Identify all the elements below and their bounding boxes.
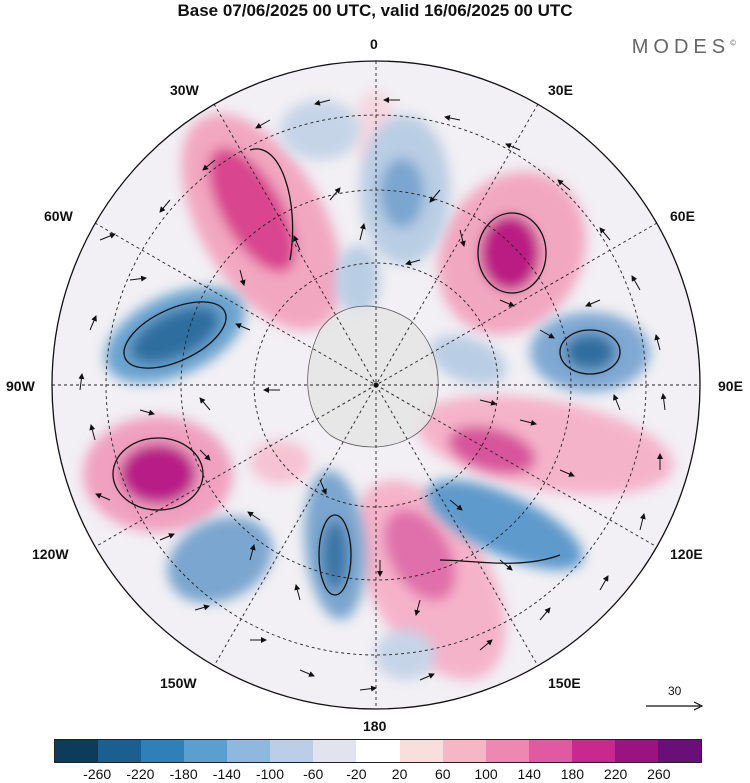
- colorbar-segment: [184, 740, 228, 762]
- lon-label-60e: 60E: [670, 208, 695, 224]
- lon-label-150w: 150W: [160, 675, 197, 691]
- colorbar-segment: [485, 740, 529, 762]
- colorbar-tick-label: 260: [647, 766, 671, 782]
- colorbar-tick-label: -260: [83, 766, 112, 782]
- colorbar-segment: [528, 740, 572, 762]
- anomaly-field: [52, 61, 700, 709]
- reference-arrow-icon: [646, 701, 704, 711]
- lon-label-30w: 30W: [170, 82, 199, 98]
- lon-label-0: 0: [370, 36, 378, 52]
- colorbar-tick-label: 140: [517, 766, 541, 782]
- colorbar-tick-label: -220: [126, 766, 155, 782]
- colorbar-tick-label: 20: [391, 766, 408, 782]
- colorbar-segment: [571, 740, 615, 762]
- lon-label-150e: 150E: [548, 675, 581, 691]
- colorbar-segment: [227, 740, 271, 762]
- colorbar-segment: [141, 740, 185, 762]
- colorbar-segment: [356, 740, 400, 762]
- south-pole-dot: [373, 382, 379, 388]
- colorbar-segment: [657, 740, 701, 762]
- lon-label-90e: 90E: [718, 378, 743, 394]
- lon-label-180: 180: [363, 718, 387, 734]
- reference-vector: 30: [644, 684, 704, 714]
- colorbar-tick-label: 100: [474, 766, 498, 782]
- colorbar-tick-label: 60: [435, 766, 451, 782]
- lon-label-120w: 120W: [32, 546, 69, 562]
- lon-label-120e: 120E: [670, 546, 703, 562]
- map-title: Base 07/06/2025 00 UTC, valid 16/06/2025…: [177, 1, 573, 20]
- colorbar: [54, 739, 702, 763]
- colorbar-tick-label: -60: [303, 766, 324, 782]
- colorbar-tick-label: -20: [346, 766, 367, 782]
- colorbar-segment: [98, 740, 142, 762]
- map-boundary: [51, 60, 701, 710]
- colorbar-tick-label: 180: [560, 766, 585, 782]
- colorbar-tick-label: -100: [255, 766, 285, 782]
- colorbar-segment: [614, 740, 658, 762]
- lon-label-30e: 30E: [548, 82, 573, 98]
- colorbar-tick-label: -140: [212, 766, 241, 782]
- colorbar-segment: [313, 740, 357, 762]
- colorbar-segment: [55, 740, 99, 762]
- reference-vector-label: 30: [668, 684, 682, 698]
- colorbar-segment: [399, 740, 443, 762]
- colorbar-tick-label: 220: [603, 766, 628, 782]
- colorbar-segment: [442, 740, 486, 762]
- lon-label-60w: 60W: [44, 208, 73, 224]
- brand-logo: MODES©: [631, 36, 736, 58]
- polar-map: [51, 60, 701, 710]
- lon-label-90w: 90W: [6, 378, 35, 394]
- colorbar-segment: [270, 740, 314, 762]
- colorbar-tick-label: -180: [169, 766, 198, 782]
- colorbar-ticks: -260 -220 -180 -140 -100 -60 -20 20 60 100 140 180 2…: [54, 766, 702, 782]
